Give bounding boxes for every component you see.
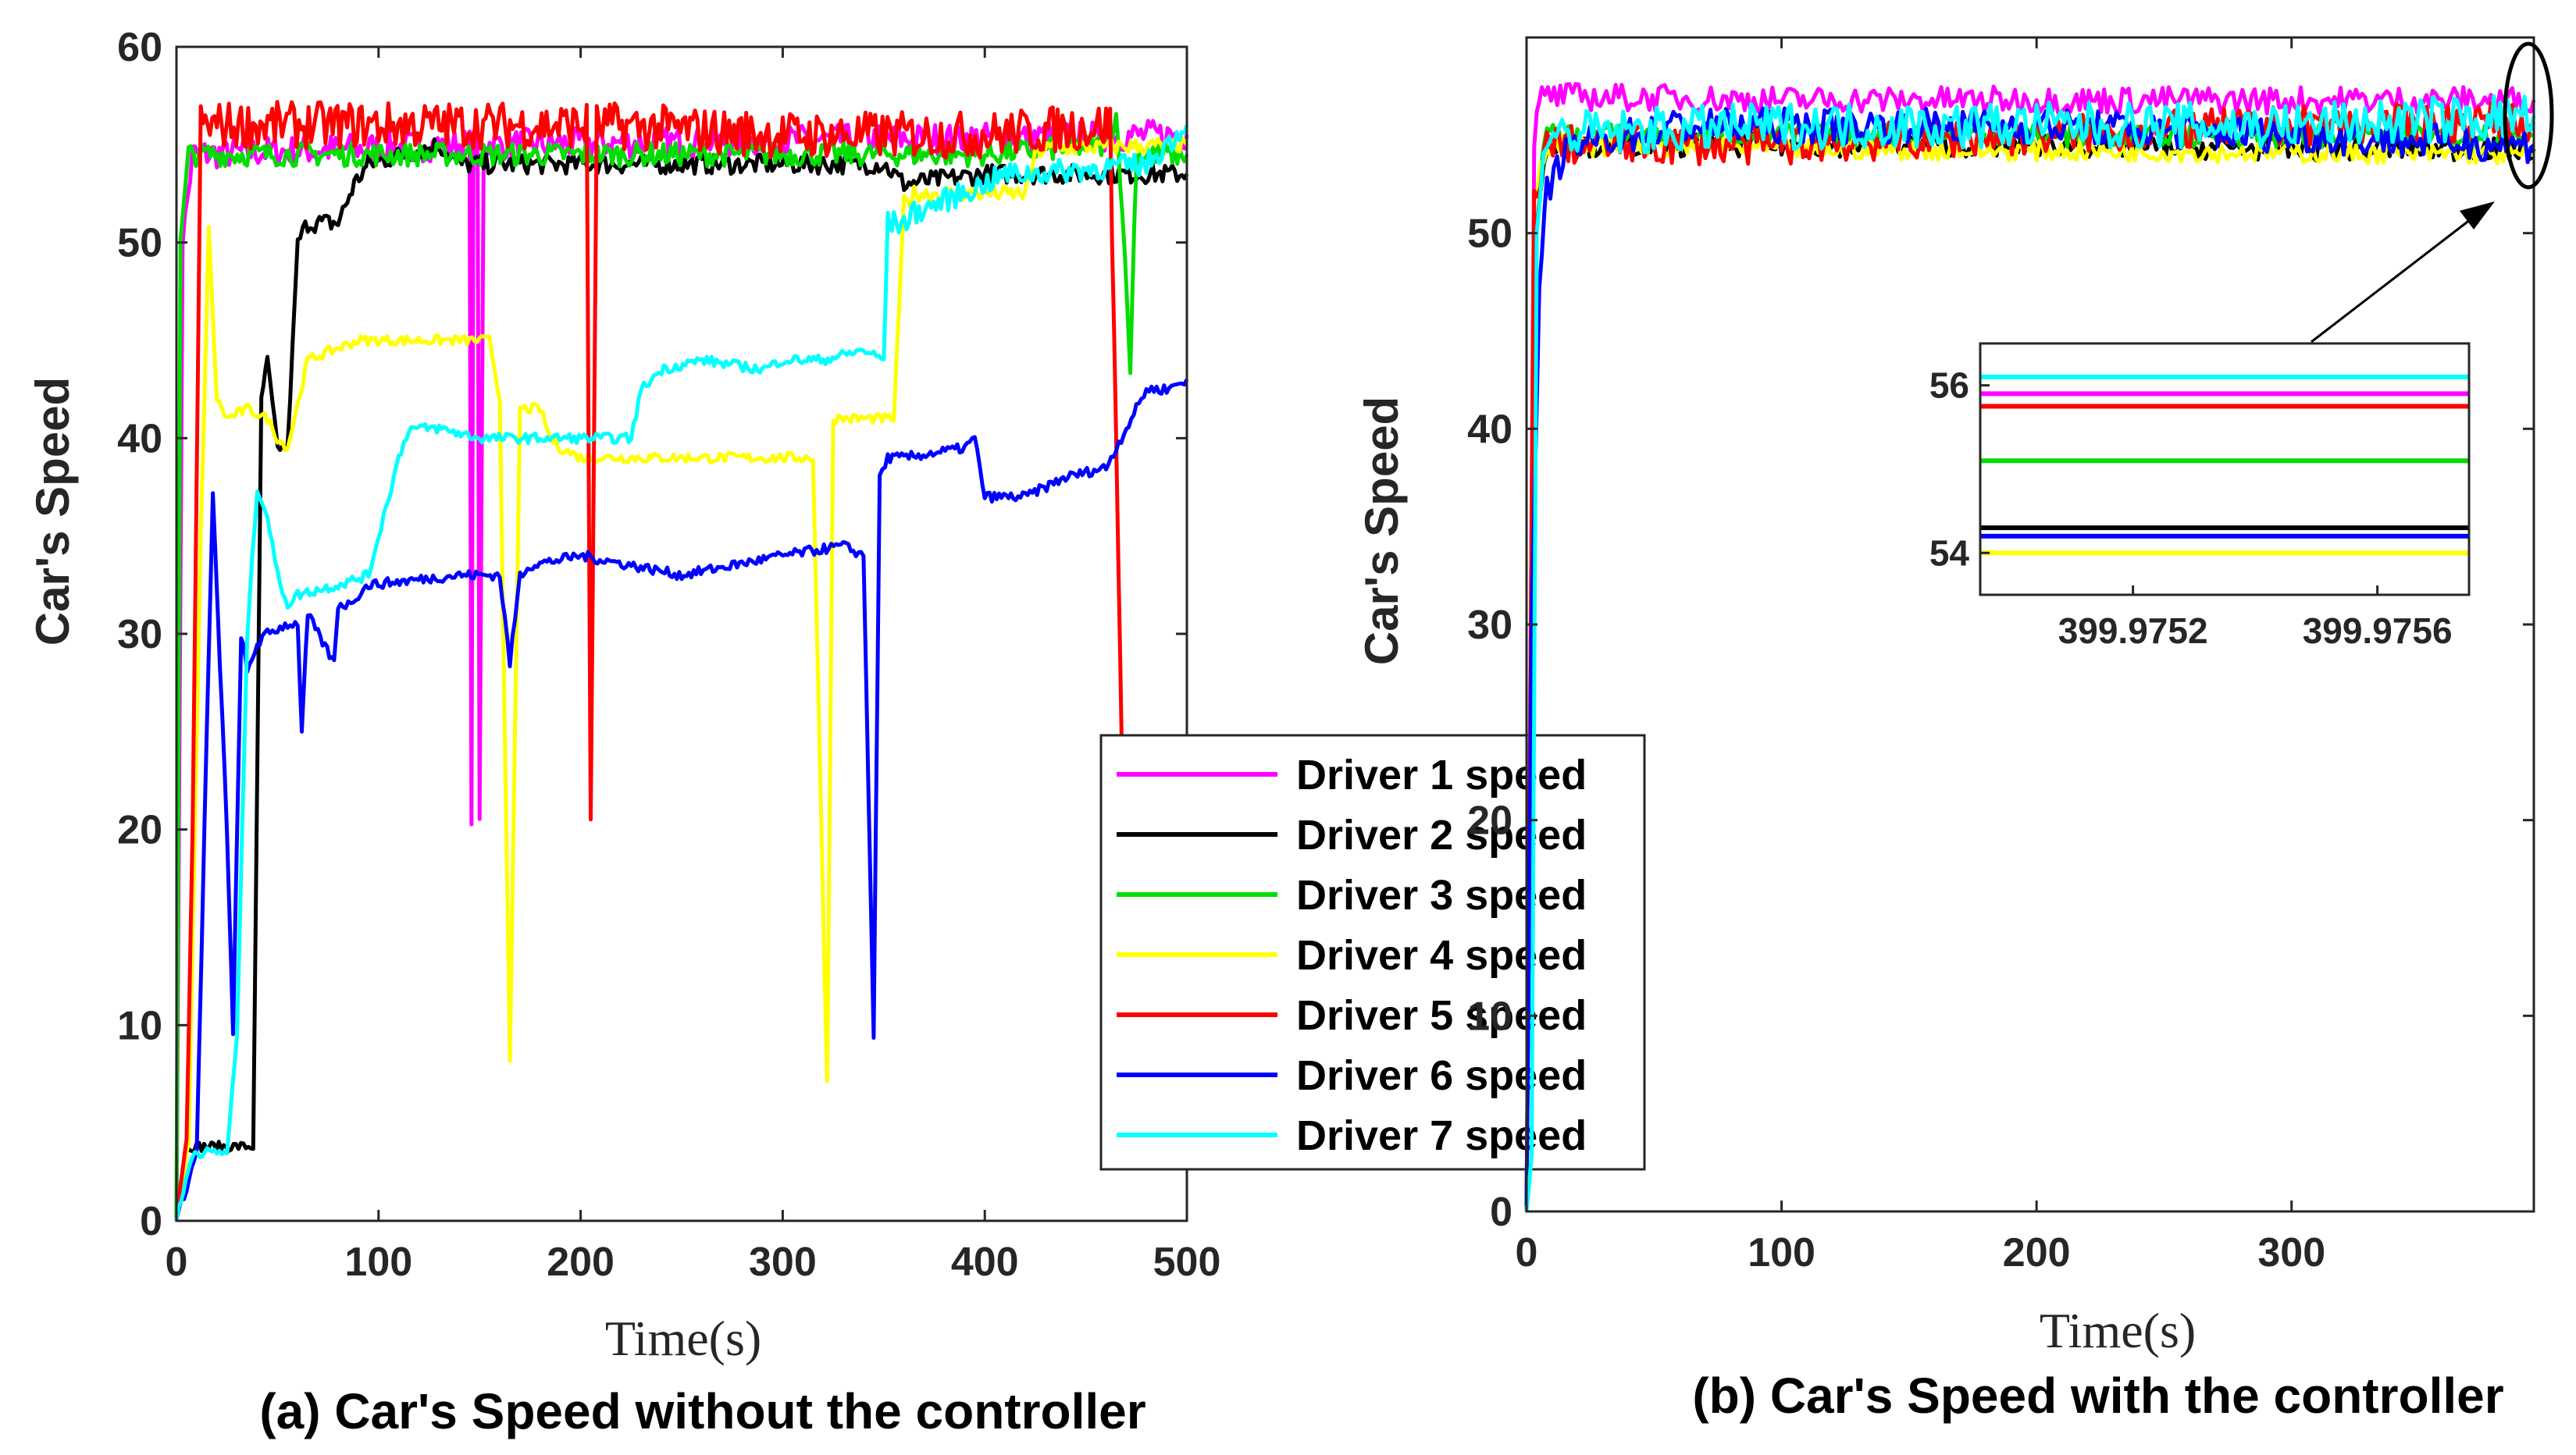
panel-a-ticks: 0 100 200 300 400 500 0 10 20 30 40 50 60 <box>117 25 1220 1285</box>
y-tick-label: 20 <box>1467 799 1512 844</box>
panel-a-series <box>174 100 1189 1222</box>
y-tick-label: 10 <box>117 1003 162 1048</box>
x-tick-label: 300 <box>749 1240 817 1285</box>
y-tick-label: 20 <box>117 808 162 853</box>
y-tick-label: 50 <box>1467 212 1512 257</box>
y-tick-label: 0 <box>1490 1190 1512 1235</box>
zoom-arrow <box>2311 215 2474 343</box>
y-tick-label: 40 <box>117 416 162 461</box>
x-tick-label: 400 <box>951 1240 1019 1285</box>
x-tick-label: 0 <box>1516 1230 1538 1275</box>
y-tick-label: 30 <box>1467 603 1512 648</box>
inset-ticks: 54 56 399.9752 399.9756 <box>1929 365 2453 651</box>
legend-label-driver-5: Driver 5 speed <box>1296 992 1587 1039</box>
x-tick-label: 0 <box>166 1240 188 1285</box>
x-tick-label: 100 <box>344 1240 412 1285</box>
x-tick-label: 300 <box>2257 1230 2325 1275</box>
inset-y-tick-label: 54 <box>1929 532 1970 573</box>
y-tick-label: 60 <box>117 25 162 70</box>
panel-a-xlabel: Time(s) <box>605 1311 761 1366</box>
y-tick-label: 0 <box>140 1199 162 1244</box>
x-tick-label: 100 <box>1748 1230 1815 1275</box>
panel-a-ylabel: Car's Speed <box>27 377 79 646</box>
legend-label-driver-7: Driver 7 speed <box>1296 1112 1587 1159</box>
panel-b-series <box>1524 82 2536 1212</box>
panel-b-ticks: 0 100 200 300 0 10 20 30 40 50 <box>1467 37 2534 1275</box>
zoom-arrowhead <box>2460 201 2495 229</box>
legend-label-driver-2: Driver 2 speed <box>1296 812 1587 859</box>
panel-b-ylabel: Car's Speed <box>1356 397 1408 665</box>
inset-x-tick-label: 399.9752 <box>2058 610 2208 651</box>
inset-axes-box <box>1979 342 2471 596</box>
series-line-driver-7 <box>1524 94 2536 1212</box>
x-tick-label: 500 <box>1153 1240 1221 1285</box>
x-tick-label: 200 <box>2003 1230 2071 1275</box>
inset-lines <box>1980 374 2469 556</box>
legend-label-driver-3: Driver 3 speed <box>1296 872 1587 919</box>
panel-a-caption: (a) Car's Speed without the controller <box>259 1383 1145 1439</box>
series-line-driver-3 <box>174 112 1189 1222</box>
legend-label-driver-6: Driver 6 speed <box>1296 1052 1587 1099</box>
y-tick-label: 10 <box>1467 994 1512 1039</box>
series-line-driver-4 <box>1524 134 2535 1212</box>
x-tick-label: 200 <box>547 1240 615 1285</box>
panel-b: 0 100 200 300 0 10 20 30 40 50 Car's Speed Time(s… <box>1356 36 2554 1424</box>
series-line-driver-4 <box>174 135 1188 1221</box>
series-line-driver-6 <box>1524 106 2535 1207</box>
series-line-driver-7 <box>174 124 1189 1222</box>
panel-b-caption: (b) Car's Speed with the controller <box>1692 1368 2503 1424</box>
zoom-ellipse <box>2503 41 2554 190</box>
series-line-driver-6 <box>174 379 1189 1221</box>
inset-y-tick-label: 56 <box>1929 365 1969 406</box>
panel-b-xlabel: Time(s) <box>2040 1303 2196 1358</box>
legend-label-driver-4: Driver 4 speed <box>1296 932 1587 979</box>
series-line-driver-5 <box>174 100 1128 1222</box>
y-tick-label: 40 <box>1467 407 1512 452</box>
inset-x-tick-label: 399.9756 <box>2303 610 2453 651</box>
legend: Driver 1 speed Driver 2 speed Driver 3 spe… <box>1099 734 1646 1171</box>
inset-plot: 54 56 399.9752 399.9756 <box>1929 342 2471 651</box>
legend-label-driver-1: Driver 1 speed <box>1296 752 1587 799</box>
y-tick-label: 30 <box>117 612 162 657</box>
y-tick-label: 50 <box>117 221 162 266</box>
series-line-driver-1 <box>1524 82 2536 1212</box>
